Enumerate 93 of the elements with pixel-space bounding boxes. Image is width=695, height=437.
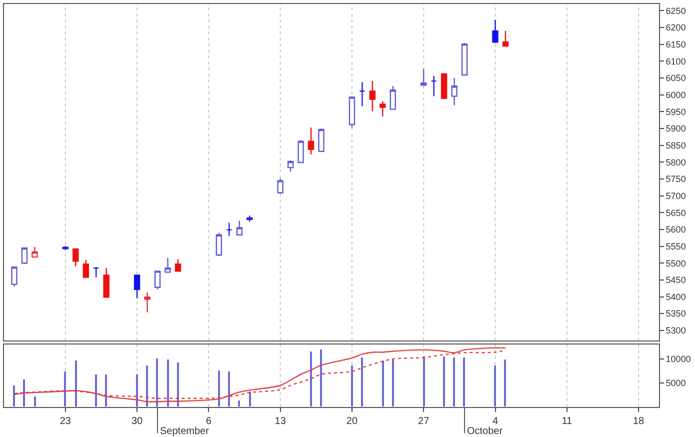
- candlestick: [502, 30, 509, 47]
- x-tick-label: 23: [60, 416, 72, 427]
- y-tick-label: 5400: [666, 292, 686, 302]
- candlestick: [93, 266, 100, 278]
- y-tick-label: 5750: [666, 174, 686, 184]
- candlestick: [82, 259, 89, 278]
- bar: [382, 360, 384, 407]
- y-tick-label: 5550: [666, 241, 686, 252]
- y-tick-label: 10000: [666, 354, 691, 364]
- candlestick: [369, 80, 376, 112]
- candlestick: [246, 215, 253, 222]
- x-tick-label: 20: [346, 416, 358, 427]
- bar: [392, 360, 394, 407]
- candlestick: [287, 160, 294, 172]
- bar: [95, 374, 97, 407]
- bar: [238, 400, 240, 407]
- bar: [494, 366, 496, 407]
- x-tick-label: 4: [492, 416, 498, 427]
- y-tick-label: 6250: [666, 6, 686, 16]
- y-tick-label: 5500: [666, 258, 686, 268]
- y-tick-label: 5600: [666, 224, 686, 235]
- y-tick-label: 5950: [666, 106, 686, 117]
- x-tick-label: 13: [274, 416, 286, 427]
- y-tick-label: 6100: [666, 56, 686, 66]
- bar: [310, 352, 312, 407]
- candlestick: [174, 258, 182, 272]
- x-tick-label: 27: [418, 416, 430, 427]
- candlestick: [103, 268, 110, 298]
- y-tick-label: 5800: [666, 157, 686, 168]
- bar: [218, 370, 220, 407]
- y-tick-label: 5700: [666, 190, 686, 201]
- y-tick-label: 6200: [666, 22, 686, 33]
- candlestick: [359, 81, 366, 107]
- bar: [167, 360, 169, 407]
- bar: [34, 396, 36, 407]
- y-tick-label: 5300: [666, 326, 686, 336]
- bar: [320, 350, 322, 407]
- y-tick-label: 5650: [666, 208, 686, 218]
- y-tick-label: 6050: [666, 73, 686, 84]
- candlestick: [430, 75, 437, 97]
- candlestick: [451, 77, 458, 106]
- bar: [228, 372, 230, 407]
- candlestick: [277, 178, 284, 194]
- candlestick: [298, 140, 304, 164]
- candlestick: [461, 42, 468, 76]
- bar: [75, 360, 77, 407]
- bar: [351, 366, 353, 407]
- candlestick: [380, 100, 386, 117]
- candlestick: [420, 68, 427, 86]
- bar: [105, 374, 107, 407]
- bar: [453, 358, 455, 407]
- bar: [423, 356, 425, 407]
- x-tick-label: 30: [131, 416, 144, 427]
- x-tick-label: 18: [632, 416, 645, 427]
- bar: [136, 374, 138, 407]
- bar: [23, 380, 25, 407]
- candlestick: [144, 292, 150, 313]
- y-tick-label: 5450: [666, 275, 686, 286]
- y-tick-label: 6000: [666, 90, 686, 100]
- bar: [146, 366, 148, 407]
- y-tick-label: 5000: [666, 378, 686, 388]
- bar: [13, 386, 15, 407]
- text: September: [160, 426, 210, 437]
- bar: [177, 362, 179, 407]
- x-tick-label: 6: [206, 416, 212, 427]
- y-tick-label: 5350: [666, 308, 686, 319]
- candlestick: [164, 257, 171, 273]
- bar: [504, 360, 506, 407]
- x-tick-label: 11: [562, 416, 573, 427]
- bar: [249, 392, 251, 407]
- candlestick: [390, 86, 396, 110]
- bar: [361, 358, 363, 407]
- candlestick: [236, 220, 242, 236]
- candlestick: [348, 96, 356, 128]
- candlestick: [440, 72, 448, 100]
- candlestick: [32, 246, 38, 258]
- y-tick-label: 6150: [666, 40, 686, 50]
- candlestick: [72, 248, 79, 267]
- candlestick: [154, 270, 161, 290]
- y-tick-label: 5900: [666, 124, 686, 134]
- bar: [156, 358, 158, 407]
- candlestick: [308, 126, 314, 156]
- text: October: [467, 426, 504, 437]
- y-tick-label: 5850: [666, 140, 686, 150]
- candlestick: [318, 128, 324, 152]
- candlestick: [216, 232, 222, 257]
- bar: [443, 356, 445, 407]
- bar: [463, 358, 465, 407]
- candlestick: [226, 222, 232, 236]
- candlestick: [492, 19, 498, 44]
- candlestick: [11, 266, 18, 287]
- candlestick: [21, 247, 28, 265]
- candlestick: [134, 274, 140, 299]
